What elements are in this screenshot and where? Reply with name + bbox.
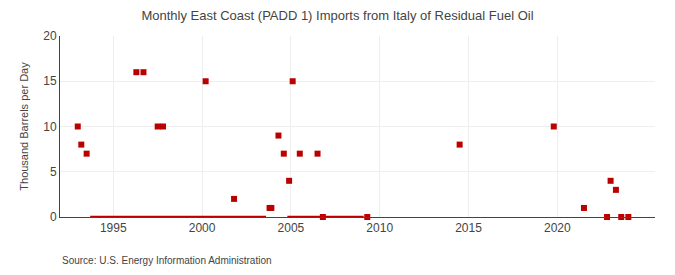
svg-text:Source: U.S. Energy Informatio: Source: U.S. Energy Information Administ…: [62, 255, 272, 266]
svg-text:0: 0: [50, 210, 57, 224]
svg-text:10: 10: [43, 120, 57, 134]
svg-text:1995: 1995: [100, 221, 127, 235]
svg-text:Monthly East Coast (PADD 1) Im: Monthly East Coast (PADD 1) Imports from…: [141, 8, 533, 23]
svg-text:2000: 2000: [189, 221, 216, 235]
svg-text:2015: 2015: [455, 221, 482, 235]
svg-text:15: 15: [43, 74, 57, 88]
svg-text:2005: 2005: [278, 221, 305, 235]
svg-text:2010: 2010: [366, 221, 393, 235]
svg-text:Thousand Barrels per Day: Thousand Barrels per Day: [18, 62, 30, 191]
svg-text:2020: 2020: [544, 221, 571, 235]
svg-text:5: 5: [50, 165, 57, 179]
svg-text:20: 20: [43, 29, 57, 43]
